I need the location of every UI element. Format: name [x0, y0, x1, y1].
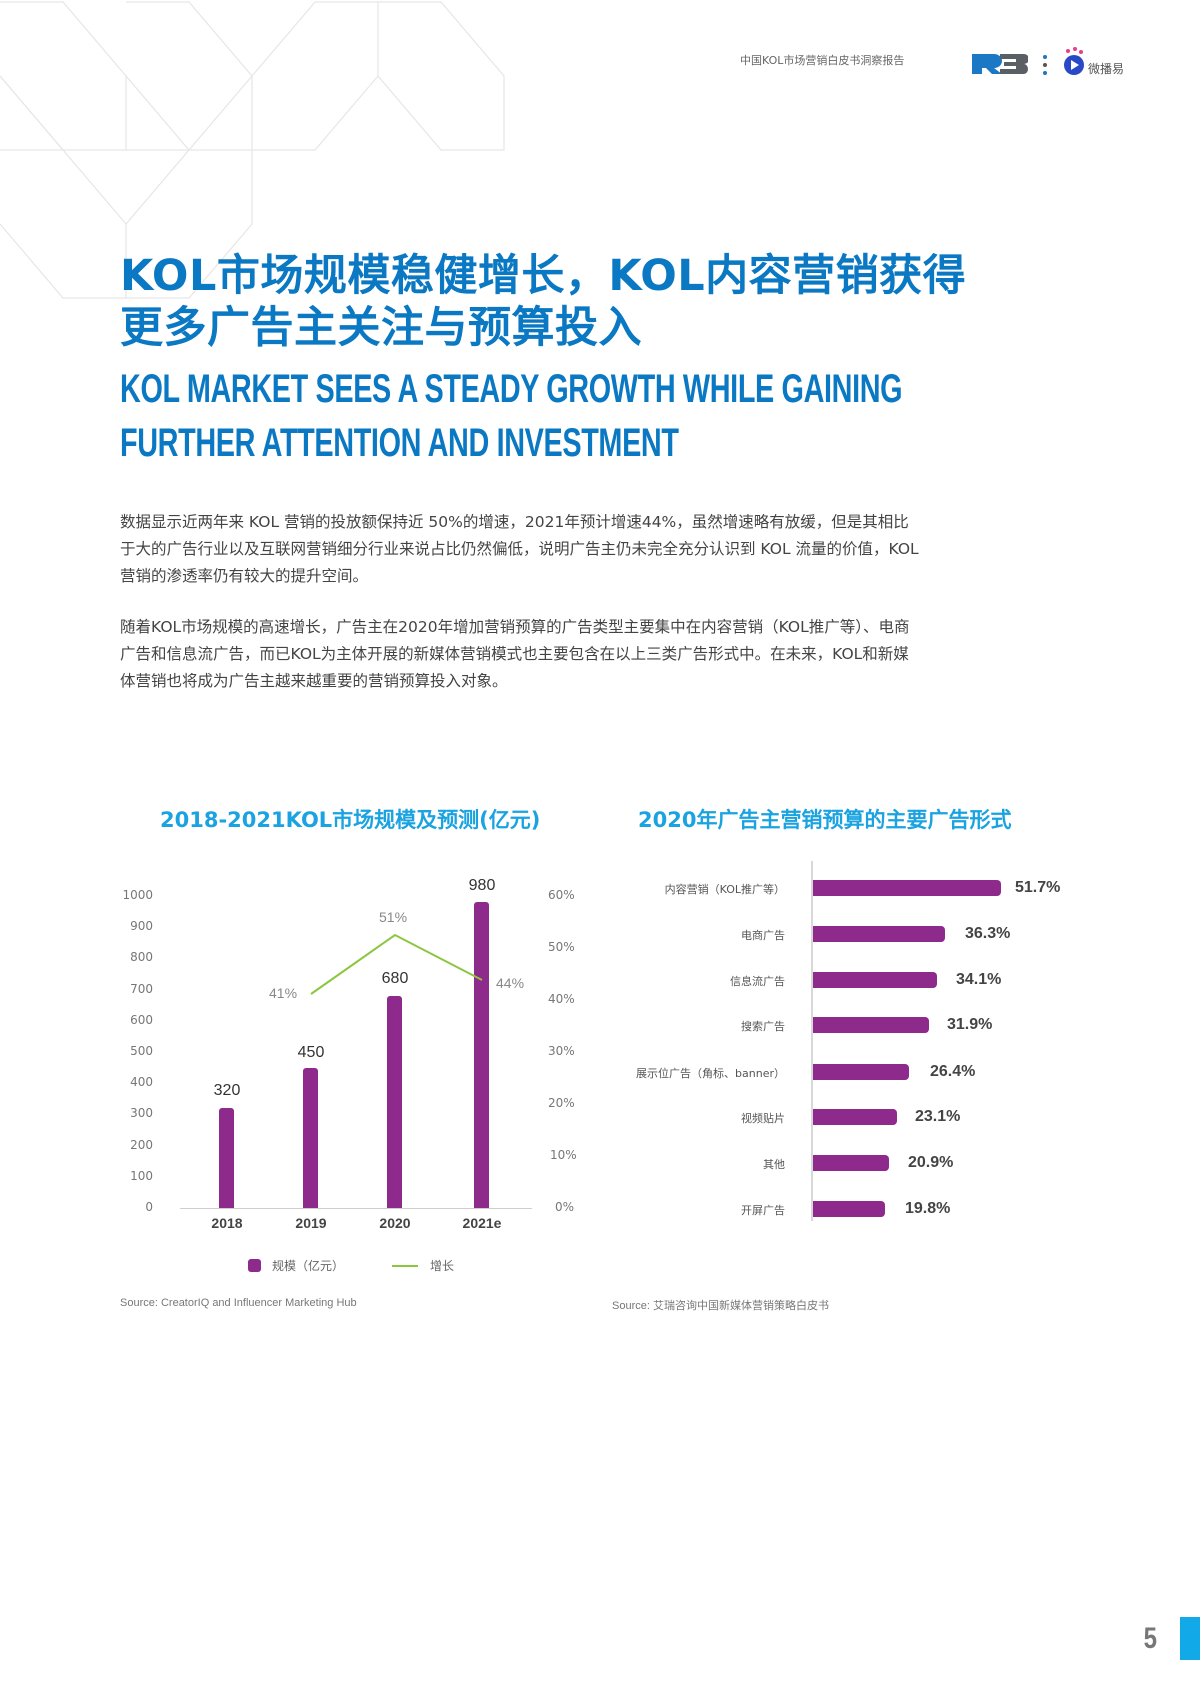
value-label: 26.4%: [930, 1063, 976, 1080]
y-tick: 900: [130, 919, 153, 933]
weiboyi-logo: 微播易: [1062, 46, 1142, 78]
title-en-line1: KOL MARKET SEES A STEADY GROWTH WHILE GA…: [120, 367, 903, 411]
weiboyi-logo-text: 微播易: [1088, 62, 1125, 76]
separator-dots-icon: [1043, 55, 1047, 75]
body-paragraph-2: 随着KOL市场规模的高速增长，广告主在2020年增加营销预算的广告类型主要集中在…: [120, 618, 910, 690]
bar-2020: [387, 996, 402, 1208]
category-label: 电商广告: [741, 929, 785, 942]
y-tick: 600: [130, 1013, 153, 1027]
category-label: 开屏广告: [741, 1204, 785, 1217]
y2-tick: 0%: [555, 1200, 575, 1214]
value-label: 36.3%: [965, 925, 1011, 942]
y2-tick: 30%: [548, 1044, 575, 1058]
x-category-label: 2021e: [462, 1215, 502, 1231]
hbar-display: [813, 1064, 909, 1080]
y-tick: 700: [130, 982, 153, 996]
growth-label: 41%: [269, 985, 298, 1001]
legend-bar-swatch: [248, 1259, 261, 1272]
hexagon-pattern-decoration: [0, 1, 505, 299]
hbar-feed: [813, 972, 937, 988]
y-tick: 200: [130, 1138, 153, 1152]
y-tick: 1000: [122, 888, 153, 902]
title-cn-line2: 更多广告主关注与预算投入: [120, 303, 642, 353]
y-tick: 800: [130, 950, 153, 964]
x-axis-line: [180, 1208, 532, 1209]
hbar-search: [813, 1017, 929, 1033]
value-label: 19.8%: [905, 1200, 951, 1217]
report-header-title: 中国KOL市场营销白皮书洞察报告: [740, 54, 905, 67]
y2-tick: 20%: [548, 1096, 575, 1110]
legend-label-size: 规模（亿元）: [272, 1259, 345, 1273]
page-tab-marker: [1180, 1617, 1200, 1660]
y2-tick: 60%: [548, 888, 575, 902]
category-label: 视频贴片: [741, 1112, 785, 1125]
y-tick: 400: [130, 1075, 153, 1089]
category-label: 搜索广告: [741, 1020, 785, 1033]
title-cn-line1: KOL市场规模稳健增长，KOL内容营销获得: [120, 251, 967, 301]
bar-2019: [303, 1068, 318, 1208]
growth-label: 51%: [379, 909, 408, 925]
y2-tick: 10%: [550, 1148, 577, 1162]
hbar-content-marketing: [813, 880, 1001, 896]
hbar-other: [813, 1155, 889, 1171]
category-label: 信息流广告: [730, 975, 785, 988]
bar-value-label: 450: [297, 1044, 325, 1061]
value-label: 51.7%: [1015, 879, 1061, 896]
market-size-chart-title: 2018-2021KOL市场规模及预测(亿元): [160, 808, 541, 832]
value-label: 20.9%: [908, 1154, 954, 1171]
y-axis-line: [811, 861, 813, 1221]
y2-tick: 40%: [548, 992, 575, 1006]
title-en-line2: FURTHER ATTENTION AND INVESTMENT: [120, 421, 679, 465]
x-category-label: 2019: [295, 1215, 327, 1231]
category-label: 展示位广告（角标、banner）: [636, 1067, 785, 1080]
page-number: 5: [1143, 1622, 1158, 1655]
y-tick: 0: [145, 1200, 153, 1214]
category-label: 其他: [763, 1158, 785, 1171]
chart-source-left: Source: CreatorIQ and Influencer Marketi…: [120, 1297, 357, 1309]
r3-logo: [972, 54, 1028, 74]
hbar-ecommerce: [813, 926, 945, 942]
chart-source-right: Source: 艾瑞咨询中国新媒体营销策略白皮书: [612, 1300, 829, 1312]
page-title-en: KOL MARKET SEES A STEADY GROWTH WHILE GA…: [120, 362, 984, 470]
ad-format-chart-title: 2020年广告主营销预算的主要广告形式: [638, 808, 1012, 832]
growth-label: 44%: [496, 975, 525, 991]
y-tick: 100: [130, 1169, 153, 1183]
value-label: 34.1%: [956, 971, 1002, 988]
page-title-cn: KOL市场规模稳健增长，KOL内容营销获得 更多广告主关注与预算投入: [120, 250, 1020, 354]
hbar-splash: [813, 1201, 885, 1217]
body-paragraph-1: 数据显示近两年来 KOL 营销的投放额保持近 50%的增速，2021年预计增速4…: [120, 513, 919, 585]
value-label: 23.1%: [915, 1108, 961, 1125]
hbar-video-preroll: [813, 1109, 897, 1125]
y2-tick: 50%: [548, 940, 575, 954]
value-label: 31.9%: [947, 1016, 993, 1033]
growth-line: [310, 933, 483, 995]
x-category-label: 2020: [379, 1215, 411, 1231]
bar-value-label: 680: [381, 970, 409, 987]
bar-value-label: 980: [468, 877, 496, 894]
y-tick: 500: [130, 1044, 153, 1058]
y-tick: 300: [130, 1106, 153, 1120]
bar-value-label: 320: [213, 1082, 241, 1099]
legend-label-growth: 增长: [430, 1259, 455, 1273]
play-logo-icon: [1064, 47, 1084, 75]
x-category-label: 2018: [211, 1215, 243, 1231]
bar-2018: [219, 1108, 234, 1208]
legend-line-swatch: [392, 1265, 418, 1267]
category-label: 内容营销（KOL推广等）: [664, 883, 785, 896]
